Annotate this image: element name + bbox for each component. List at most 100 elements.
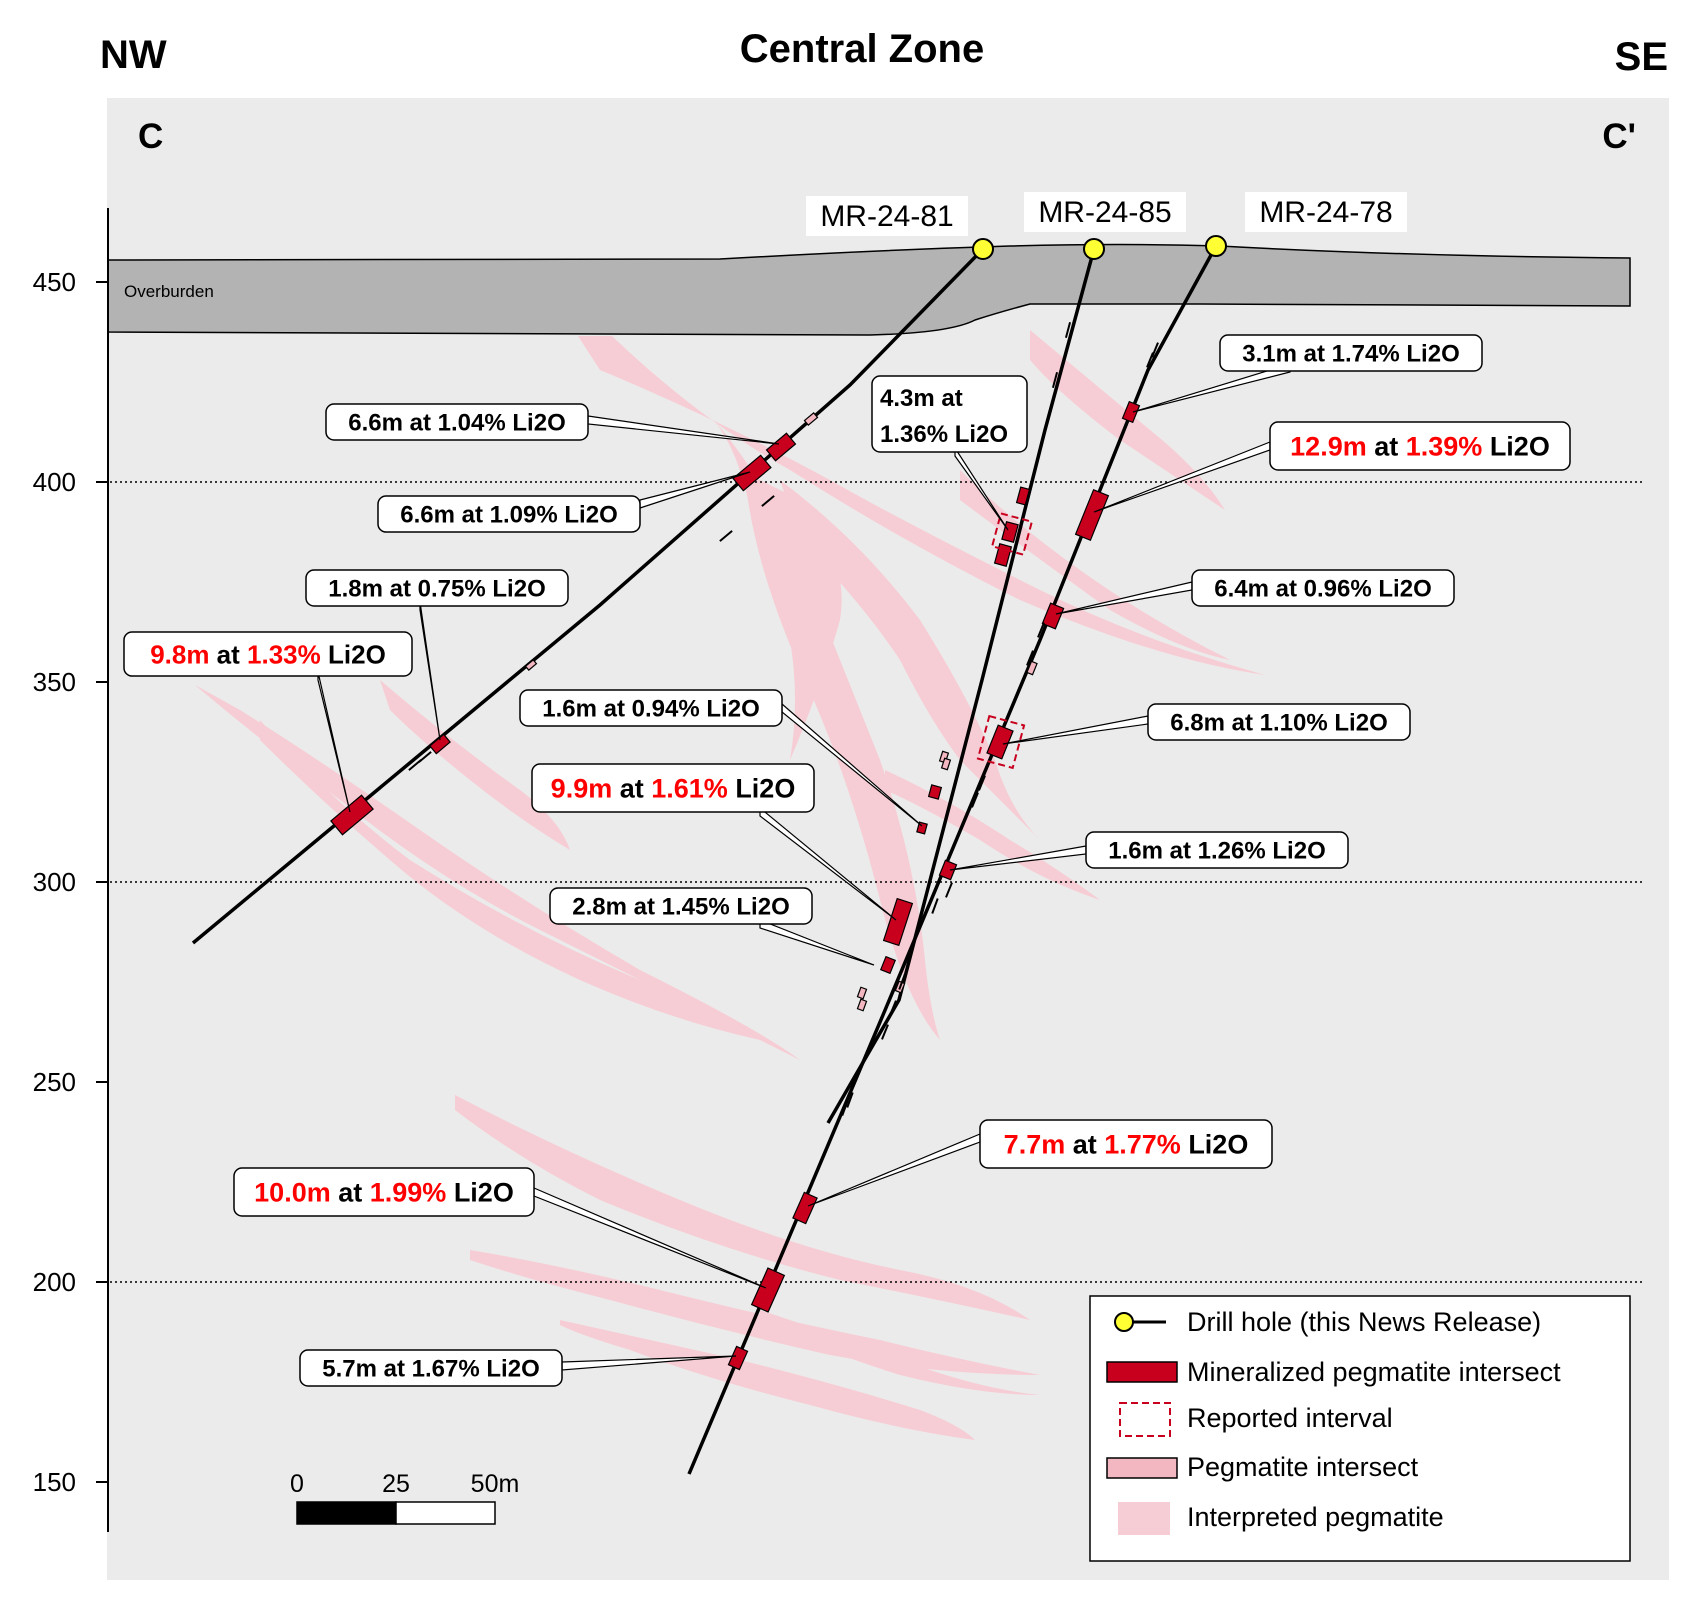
callout-space xyxy=(480,1356,487,1383)
hole-label: MR-24-85 xyxy=(1038,196,1171,229)
callout-text: 9.9m at 1.61% Li2O xyxy=(551,774,796,804)
axis-tick-label: 150 xyxy=(33,1467,76,1497)
callout-sep: at xyxy=(331,1178,370,1208)
legend-label-mineralized: Mineralized pegmatite intersect xyxy=(1187,1357,1561,1387)
section-end-left: C xyxy=(138,117,163,156)
interpreted-pegmatite-body xyxy=(455,1095,1030,1320)
callout-sep: at xyxy=(455,502,490,529)
callout-sep: at xyxy=(597,696,632,723)
scale-bar-black-segment xyxy=(296,1501,397,1525)
legend: Drill hole (this News Release) Mineraliz… xyxy=(1089,1295,1631,1562)
axis-tick-label: 300 xyxy=(33,867,76,897)
hole-label: MR-24-78 xyxy=(1259,196,1392,229)
callout-length: 7.7m xyxy=(1004,1130,1066,1160)
reported-interval-box xyxy=(990,512,1034,556)
callout-space xyxy=(700,696,707,723)
callout-grade: 1.67% xyxy=(412,1356,480,1383)
overburden-layer xyxy=(107,243,1631,336)
elevation-axis: 450 400 350 300 250 200 150 xyxy=(33,208,109,1532)
mineralized-intercept xyxy=(938,859,958,881)
callout-text: 9.8m at 1.33% Li2O xyxy=(150,639,386,669)
axis-tick-label: 450 xyxy=(33,267,76,297)
callout-text: 2.8m at 1.45% Li2O xyxy=(572,894,789,921)
callout-text: 3.1m at 1.74% Li2O xyxy=(1242,341,1459,368)
scale-bar-white-segment xyxy=(395,1501,496,1525)
callout-length: 2.8m xyxy=(572,894,627,921)
collar-marker xyxy=(972,238,994,260)
callout-box xyxy=(325,403,589,441)
callout-sep: at xyxy=(383,576,418,603)
callout-length: 1.6m xyxy=(1108,838,1163,865)
hole-tick xyxy=(719,530,733,542)
callout-unit: Li2O xyxy=(1272,838,1325,865)
mineralized-intercept xyxy=(732,454,772,492)
callout-length: 6.8m xyxy=(1170,710,1225,737)
mineralized-intercept xyxy=(330,794,374,836)
callout-unit: Li2O xyxy=(512,410,565,437)
legend-label-reported: Reported interval xyxy=(1187,1403,1393,1433)
callout-box xyxy=(549,887,813,925)
callout-grade: 0.75% xyxy=(418,576,486,603)
callout-sep: at xyxy=(1225,710,1260,737)
legend-box xyxy=(1089,1295,1631,1562)
callout-space xyxy=(1482,432,1490,462)
scale-label-50m: 50m xyxy=(471,1470,520,1498)
mineralized-intercept xyxy=(986,724,1014,760)
hole-tick xyxy=(945,882,953,898)
legend-label-interpreted: Interpreted pegmatite xyxy=(1187,1502,1444,1532)
callout-grade: 1.77% xyxy=(1104,1130,1181,1160)
hole-trace-mr-24-85 xyxy=(826,248,1096,1124)
drill-hole-traces xyxy=(191,245,1218,1475)
callout-text: 10.0m at 1.99% Li2O xyxy=(254,1178,514,1208)
callout-length: 10.0m xyxy=(254,1178,331,1208)
callout-unit: Li2O xyxy=(1334,710,1387,737)
legend-label-pegmatite: Pegmatite intersect xyxy=(1187,1452,1419,1482)
callout-unit: Li2O xyxy=(1490,432,1550,462)
hole-label-bg xyxy=(806,196,968,236)
mineralized-intercept xyxy=(765,432,797,462)
callout-unit: Li2O xyxy=(564,502,617,529)
callout-grade: 0.96% xyxy=(1304,576,1372,603)
hole-label-bg xyxy=(1024,192,1186,232)
callout-length: 6.6m xyxy=(400,502,455,529)
callout-text: 6.4m at 0.96% Li2O xyxy=(1214,576,1431,603)
callout-length: 6.6m xyxy=(348,410,403,437)
collar-marker xyxy=(1083,238,1105,260)
legend-collar-icon xyxy=(1114,1312,1134,1332)
callout-text: 1.8m at 0.75% Li2O xyxy=(328,576,545,603)
callout-space xyxy=(1400,341,1407,368)
callout-box xyxy=(1085,831,1349,869)
pegmatite-intercept xyxy=(524,659,538,671)
scale-bar: 0 25 50m xyxy=(290,1470,520,1525)
callout-grade-line: 1.36% Li2O xyxy=(880,421,1008,448)
axis-tick-label: 250 xyxy=(33,1067,76,1097)
hole-tick xyxy=(931,898,939,914)
callout-grade: 1.33% xyxy=(247,639,321,669)
callout-text: 1.6m at 0.94% Li2O xyxy=(542,696,759,723)
callout-sep: at xyxy=(403,410,438,437)
callout-box xyxy=(377,495,641,533)
hole-label: MR-24-81 xyxy=(820,200,953,233)
callout-space xyxy=(506,410,513,437)
hole-tick xyxy=(408,759,422,771)
callout-length: 5.7m xyxy=(322,1356,377,1383)
callout-unit: Li2O xyxy=(492,576,545,603)
overburden-label: Overburden xyxy=(124,282,214,301)
interpreted-pegmatite-body xyxy=(380,680,570,850)
callout-length: 1.8m xyxy=(328,576,383,603)
callout-text: 6.6m at 1.04% Li2O xyxy=(348,410,565,437)
mineralized-intercept xyxy=(429,733,451,755)
mineralized-intercept xyxy=(1121,400,1141,424)
interpreted-pegmatite-body xyxy=(195,685,800,1060)
callout-unit: Li2O xyxy=(1188,1130,1248,1160)
pegmatite-intercept xyxy=(1026,660,1038,676)
callout-sep: at xyxy=(1163,838,1198,865)
callout-space xyxy=(558,502,565,529)
callout-unit: Li2O xyxy=(1378,576,1431,603)
hole-tick xyxy=(978,775,986,791)
scale-label-0: 0 xyxy=(290,1470,304,1498)
hole-tick xyxy=(881,1024,889,1040)
callout-grade: 1.04% xyxy=(438,410,506,437)
callout-space xyxy=(730,894,737,921)
